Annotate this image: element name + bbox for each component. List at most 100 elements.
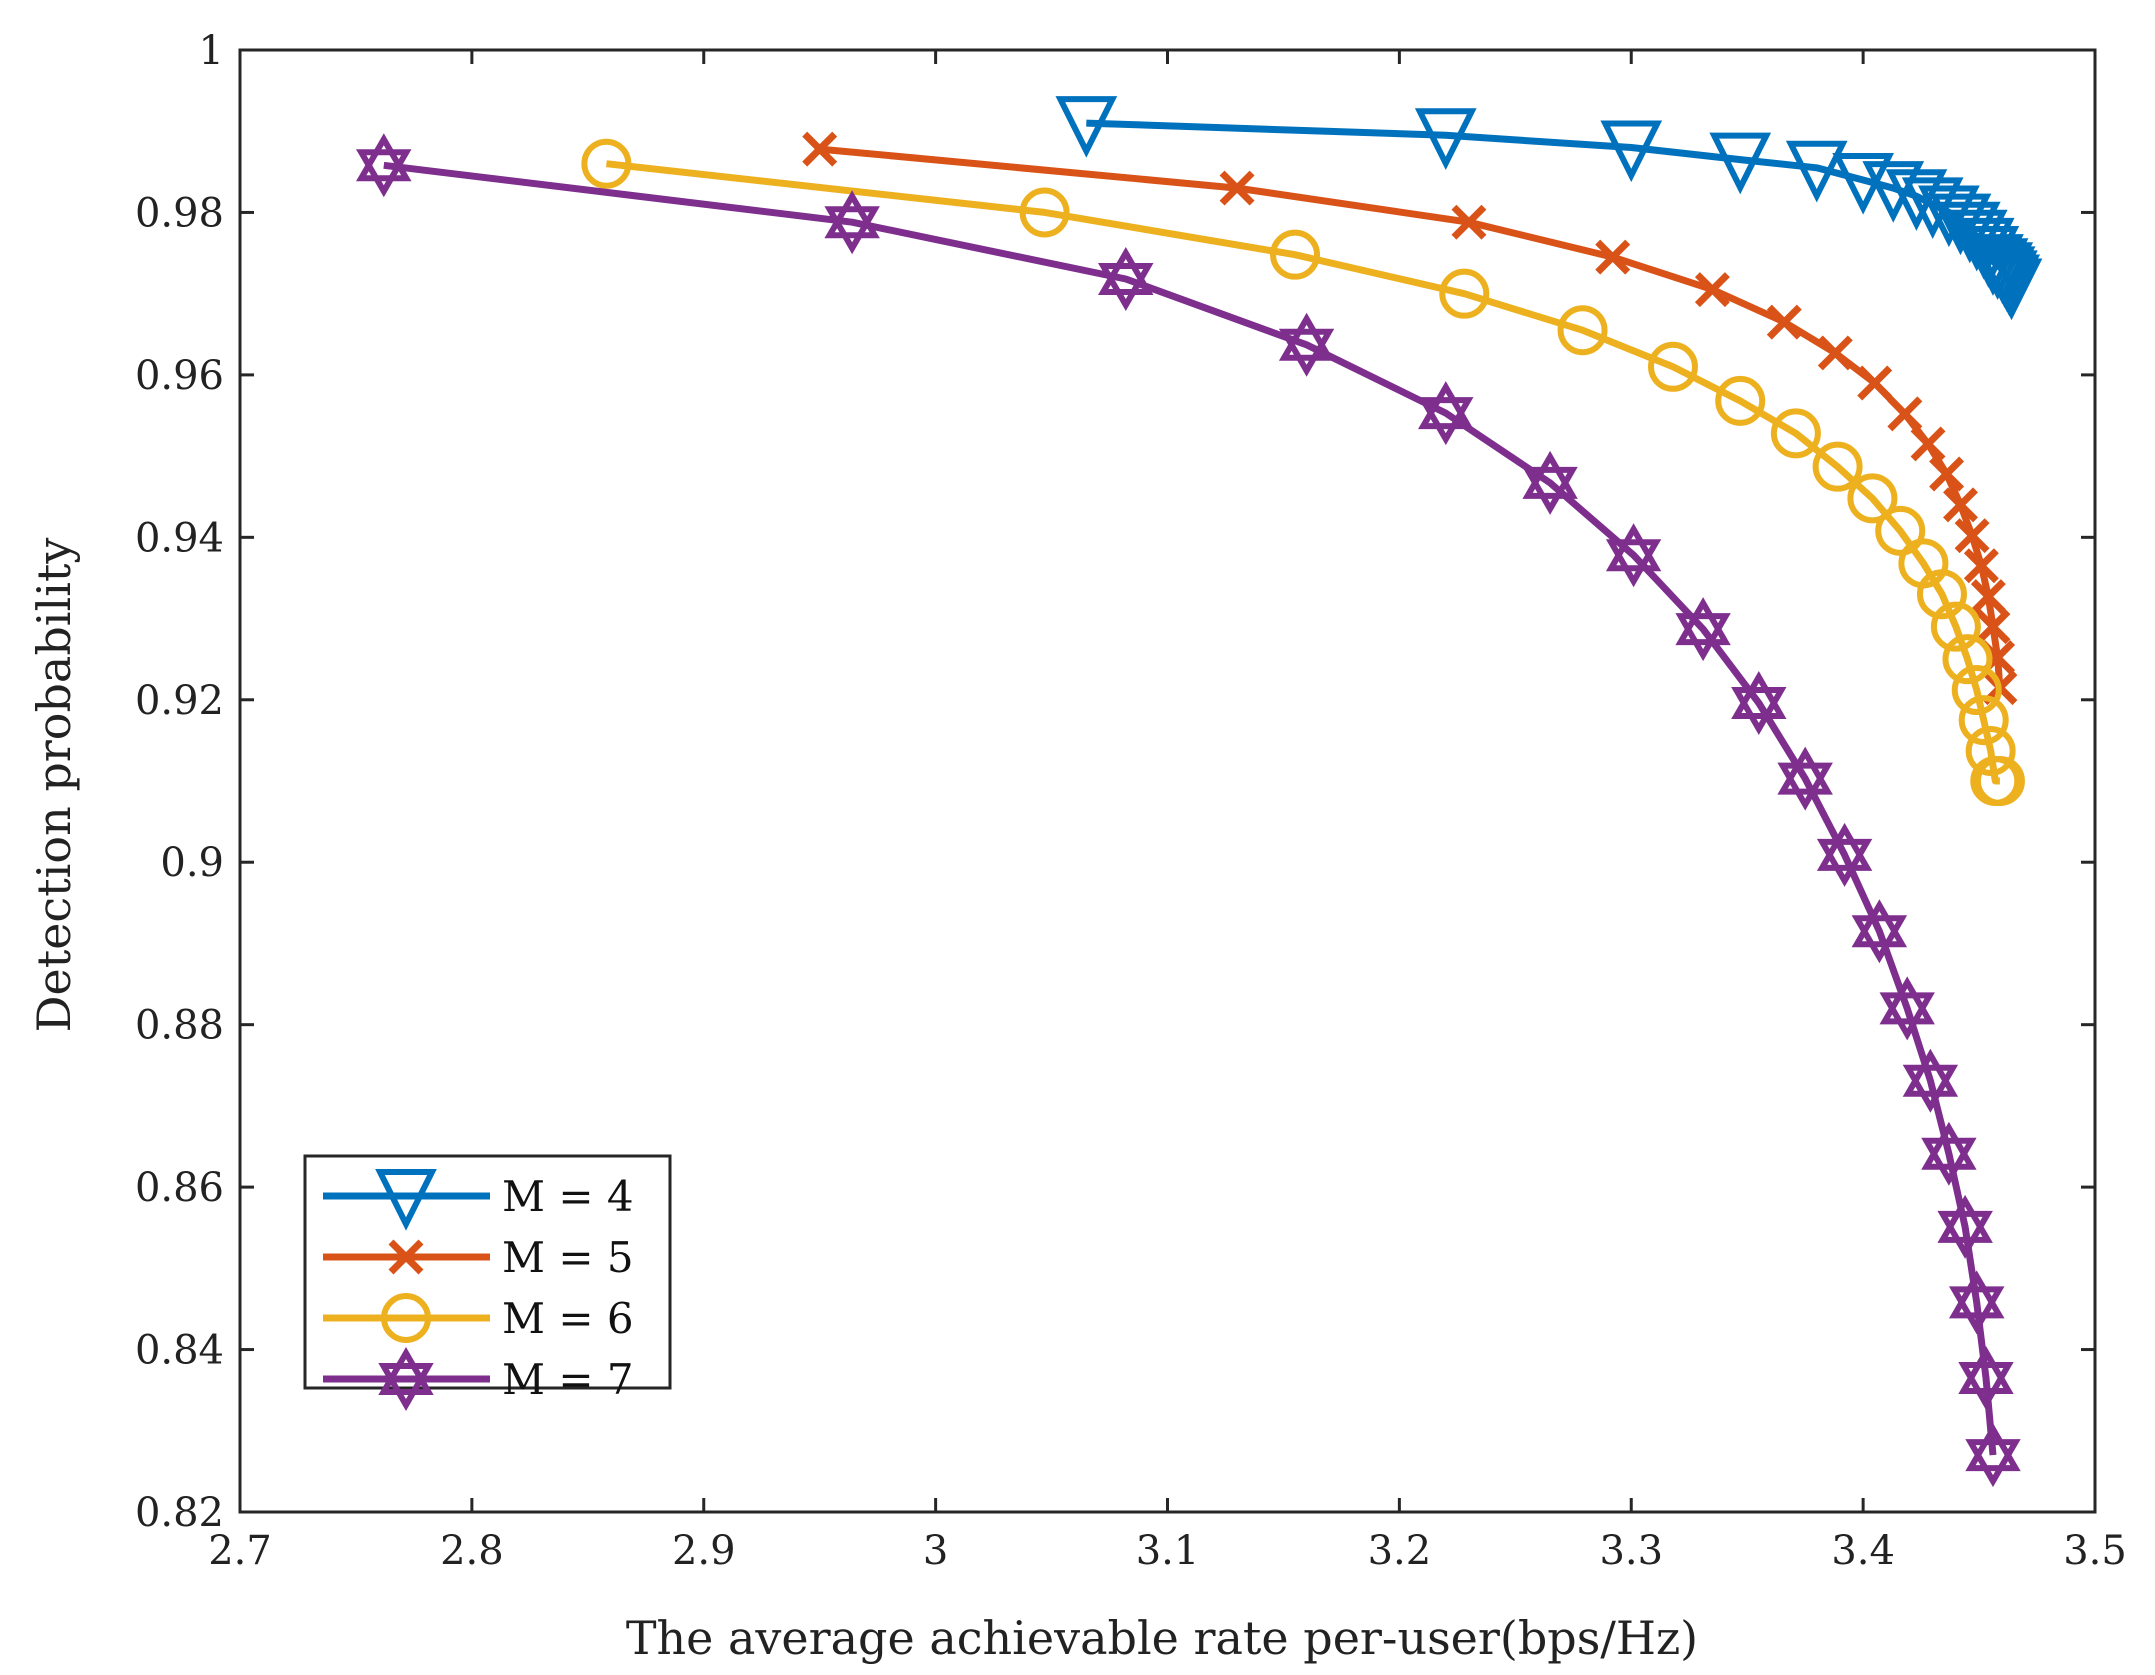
data-point-m5 — [1954, 518, 1990, 554]
data-point-m5-stroke-b — [1817, 335, 1853, 371]
x-tick-label: 3.4 — [1831, 1528, 1895, 1574]
data-point-m6 — [1770, 408, 1821, 459]
y-tick-label: 0.88 — [135, 1003, 224, 1049]
data-point-m7-up — [1605, 523, 1662, 572]
plot-layer — [355, 96, 2043, 1488]
data-point-m7-up — [1937, 1194, 1993, 1243]
data-point-m7-down — [1958, 1362, 2014, 1411]
data-point-m7-up — [1522, 450, 1578, 499]
data-point-m4 — [1862, 161, 1925, 223]
data-point-m7-down — [355, 149, 412, 198]
data-point-m5-stroke-b — [1975, 609, 2011, 645]
data-point-m6 — [581, 138, 632, 189]
legend-entry-m5: M = 5 — [323, 1233, 634, 1282]
data-point-m5-stroke-b — [1943, 487, 1978, 523]
data-point-m7-down — [1417, 397, 1474, 446]
data-point-m6 — [1647, 341, 1698, 392]
data-point-m7-down — [824, 206, 880, 255]
data-point-m5-stroke-b — [1857, 365, 1893, 401]
data-point-m5 — [802, 131, 838, 167]
data-point-m6 — [1951, 665, 2002, 716]
data-point-m7 — [1949, 1270, 2005, 1335]
data-point-m7 — [1965, 1423, 2021, 1488]
data-point-m5-stroke-b — [1887, 396, 1923, 432]
data-point-m7 — [1731, 670, 1787, 736]
y-tick-label: 0.98 — [135, 190, 224, 236]
data-point-m7 — [1605, 523, 1662, 588]
data-point-m5-stroke-b — [802, 131, 838, 167]
data-point-m5-stroke-b — [1954, 518, 1990, 554]
data-point-m7-down — [1902, 1064, 1959, 1113]
data-point-m7-down — [1522, 466, 1578, 515]
data-point-m7-up — [1902, 1048, 1959, 1097]
legend-marker-shape-m5 — [388, 1239, 424, 1275]
data-point-m5 — [1975, 609, 2011, 645]
data-point-m7 — [1851, 899, 1908, 964]
legend-marker-shape-m7 — [378, 1346, 434, 1412]
x-tick-label: 2.8 — [440, 1528, 504, 1574]
x-tick-label: 3.3 — [1599, 1528, 1663, 1574]
data-point-m7-down — [1675, 613, 1731, 662]
data-point-m5-stroke-b — [1910, 426, 1946, 462]
data-point-m4 — [1600, 120, 1663, 183]
data-point-m5-stroke-b — [1451, 204, 1487, 240]
data-point-m5-stroke-b — [1694, 272, 1730, 308]
plot-frame — [238, 48, 2097, 1514]
legend-marker-m6 — [381, 1293, 431, 1343]
data-point-m7-up — [1417, 381, 1474, 430]
data-point-m6 — [1930, 601, 1981, 652]
y-tick-label: 0.86 — [135, 1165, 224, 1211]
data-point-m7 — [1902, 1048, 1959, 1113]
data-point-m6 — [1812, 441, 1863, 492]
x-tick-label: 3.2 — [1368, 1528, 1432, 1574]
data-point-m5-stroke-b — [1963, 548, 1999, 584]
data-point-m5-stroke-b — [1766, 304, 1802, 340]
y-tick-label: 0.94 — [135, 515, 224, 561]
legend-marker-m5 — [388, 1239, 424, 1275]
legend-label-m4: M = 4 — [502, 1172, 634, 1221]
data-point-m4 — [1055, 96, 1118, 158]
legend: M = 4 M = 5 M = 6 M = 7 — [303, 1154, 672, 1412]
data-point-m7 — [1937, 1194, 1993, 1259]
data-point-m6 — [1875, 505, 1926, 556]
data-point-m6 — [1974, 756, 2025, 806]
ticks-layer: 2.7 2.8 2.9 3 3.1 3.2 3.3 3.4 3.5 0.82 0.84 0.86 0.8… — [135, 28, 2127, 1574]
x-tick-label: 2.9 — [672, 1528, 736, 1574]
data-point-m7 — [1879, 976, 1935, 1041]
data-point-m7-down — [1278, 328, 1335, 377]
data-point-m5-stroke-b — [1970, 579, 2006, 615]
data-point-m5 — [1857, 365, 1893, 401]
data-point-m5 — [1887, 396, 1923, 432]
y-tick-label: 0.84 — [135, 1328, 224, 1374]
data-point-m7-down — [1937, 1210, 1993, 1259]
legend-entry-m6: M = 6 — [323, 1293, 634, 1343]
data-point-m7 — [1097, 247, 1154, 311]
data-point-m4 — [1709, 132, 1772, 195]
data-point-m6 — [1439, 268, 1490, 319]
data-point-m7-up — [1879, 976, 1935, 1025]
data-point-m7-up — [1965, 1423, 2021, 1472]
y-tick-label: 0.96 — [135, 353, 224, 399]
data-point-m6 — [1958, 695, 2009, 746]
y-tick-label: 1 — [199, 28, 224, 74]
legend-label-m6: M = 6 — [502, 1294, 634, 1343]
legend-marker-shape-m7-down — [378, 1363, 434, 1412]
legend-marker-m4 — [375, 1169, 437, 1231]
data-point-m7-down — [1851, 915, 1908, 964]
data-point-m7-up — [1731, 670, 1787, 719]
data-point-m6 — [1715, 375, 1766, 426]
series-line-m7 — [383, 161, 1997, 1456]
series-m6 — [581, 138, 2025, 806]
data-point-m5 — [1694, 272, 1730, 308]
data-point-m5-stroke-b — [1219, 170, 1255, 206]
data-point-m7-up — [1921, 1121, 1977, 1170]
data-point-m5 — [1963, 548, 1999, 584]
data-point-m7 — [1417, 381, 1474, 446]
data-point-m5 — [1929, 456, 1965, 492]
data-point-m7-down — [1965, 1439, 2021, 1488]
data-point-m5-stroke-b — [1595, 239, 1631, 275]
legend-marker-shape-m5-stroke-b — [388, 1239, 424, 1275]
series-m7 — [355, 133, 2021, 1488]
